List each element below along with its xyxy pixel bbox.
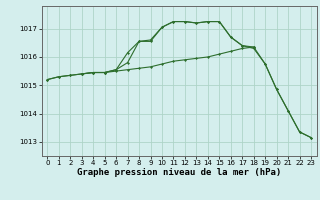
X-axis label: Graphe pression niveau de la mer (hPa): Graphe pression niveau de la mer (hPa) [77, 168, 281, 177]
